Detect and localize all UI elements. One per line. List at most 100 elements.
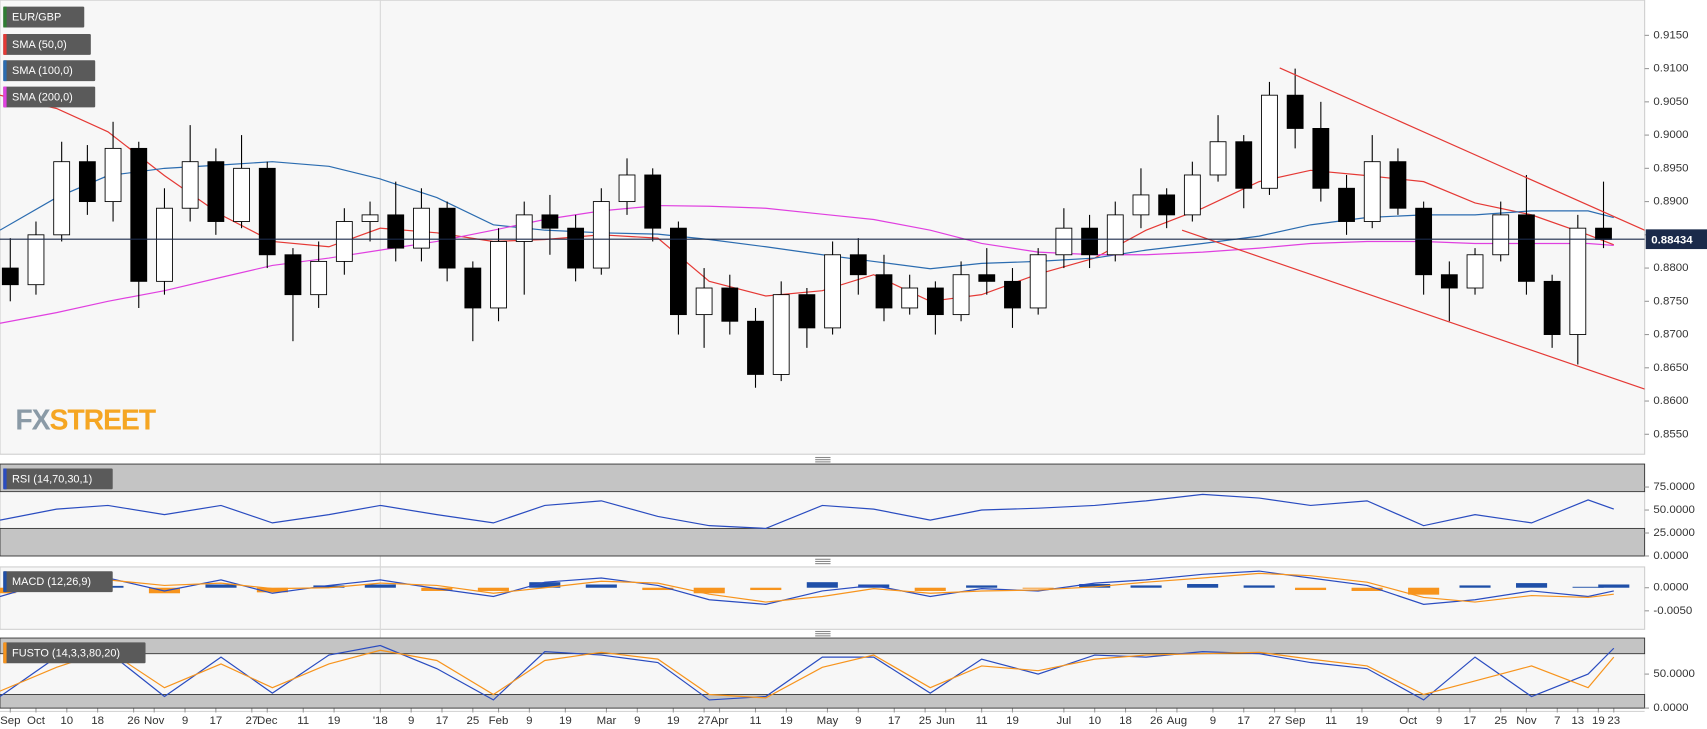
histogram-bar	[966, 585, 998, 588]
indicator-line	[0, 570, 1614, 605]
last-price-label: 0.88434	[1651, 234, 1693, 246]
legend-entry-box	[3, 6, 85, 28]
watermark-part: STREET	[49, 404, 156, 436]
histogram-bar	[806, 582, 838, 588]
histogram-bar	[205, 584, 237, 588]
x-tick-label: 9	[408, 715, 414, 727]
trend-line	[1279, 67, 1645, 231]
candle-body	[1492, 214, 1510, 256]
legend-entry-box	[3, 86, 96, 108]
x-tick-label: Dec	[257, 715, 278, 727]
x-tick-label: 11	[297, 715, 309, 727]
candle-body	[387, 214, 405, 249]
panel-label: RSI (14,70,30,1)	[12, 473, 92, 485]
candle-body	[1055, 227, 1073, 256]
x-tick-label: 7	[1554, 715, 1560, 727]
x-tick-label: 9	[1436, 715, 1442, 727]
x-tick-label: May	[817, 715, 839, 727]
x-tick-label: Apr	[711, 715, 729, 727]
candle-body	[772, 294, 790, 375]
x-tick-label: 19	[559, 715, 572, 727]
legend-entry: EUR/GBP	[12, 12, 61, 24]
indicator-line	[0, 572, 1614, 603]
candle-body	[1286, 94, 1304, 129]
x-tick-label: Jun	[936, 715, 955, 727]
level-band	[0, 694, 1646, 709]
candle-body	[27, 234, 45, 286]
candle-body	[130, 147, 148, 282]
watermark: FXSTREET	[15, 404, 156, 436]
x-tick-label: 11	[976, 715, 988, 727]
candle-body	[1132, 194, 1150, 216]
x-tick-label: 9	[634, 715, 640, 727]
candle-body	[721, 287, 739, 322]
y-tick-label: 25.0000	[1653, 527, 1694, 539]
candle-body	[361, 214, 379, 222]
x-tick-label: 9	[526, 715, 532, 727]
x-tick-label: Sep	[0, 715, 20, 727]
candle-body	[1363, 161, 1381, 222]
price-plot	[0, 0, 1646, 455]
x-tick-label: 9	[182, 715, 188, 727]
candle-body	[952, 274, 970, 316]
candle-body	[824, 254, 841, 329]
histogram-bar	[642, 587, 674, 591]
x-tick-label: Oct	[1399, 715, 1418, 727]
macd-plot	[0, 566, 1646, 630]
histogram-bar	[1598, 584, 1630, 588]
histogram-bar	[256, 587, 288, 593]
candle-body	[490, 241, 507, 309]
histogram-bar	[529, 582, 561, 588]
sma-line	[0, 204, 1614, 324]
x-tick-label: 26	[1150, 715, 1163, 727]
candle-body	[181, 161, 199, 209]
x-tick-label: 18	[91, 715, 104, 727]
x-tick-label: '18	[373, 715, 388, 727]
histogram-bar	[914, 587, 946, 591]
candle-body	[207, 161, 225, 222]
candle-body	[592, 201, 610, 269]
candle-body	[78, 161, 96, 203]
x-tick-label: 27	[245, 715, 258, 727]
x-tick-label: 25	[1494, 715, 1507, 727]
histogram-bar	[1572, 586, 1604, 588]
y-tick-label: 0.9050	[1653, 96, 1688, 108]
x-tick-label: 11	[750, 715, 762, 727]
y-tick-label: 75.0000	[1653, 481, 1694, 493]
x-tick-label: 23	[1607, 715, 1620, 727]
candle-body	[1158, 194, 1176, 216]
candle-body	[156, 207, 173, 282]
x-tick-label: 25	[466, 715, 479, 727]
candle-body	[258, 167, 276, 256]
histogram-bar	[1130, 585, 1162, 588]
candle-body	[1569, 227, 1587, 335]
candle-body	[1518, 214, 1535, 282]
histogram-bar	[1516, 583, 1548, 588]
panel-label-swatch	[3, 571, 7, 593]
panel-label-swatch	[3, 468, 7, 490]
x-tick-label: 27	[698, 715, 711, 727]
y-tick-label: 0.9150	[1653, 29, 1688, 41]
x-tick-label: 9	[1210, 715, 1216, 727]
candle-body	[284, 254, 302, 296]
y-tick-label: 0.8550	[1653, 428, 1688, 440]
candle-body	[1389, 161, 1407, 209]
candle-body	[53, 161, 71, 236]
histogram-bar	[1459, 585, 1491, 588]
indicator-line	[0, 644, 1615, 701]
x-tick-label: 11	[1325, 715, 1337, 727]
histogram-bar	[1295, 587, 1327, 591]
x-tick-label: Feb	[489, 715, 509, 727]
candle-body	[310, 260, 328, 296]
candle-body	[798, 294, 816, 329]
candle-body	[1440, 274, 1458, 289]
watermark-part: FX	[15, 404, 50, 436]
y-tick-label: 0.8600	[1653, 395, 1688, 407]
indicator-line	[0, 493, 1614, 530]
candle-body	[1235, 141, 1253, 189]
candle-body	[1415, 207, 1433, 276]
legend-entry-swatch	[3, 86, 7, 108]
x-tick-label: 26	[127, 715, 140, 727]
candle-body	[978, 274, 996, 282]
